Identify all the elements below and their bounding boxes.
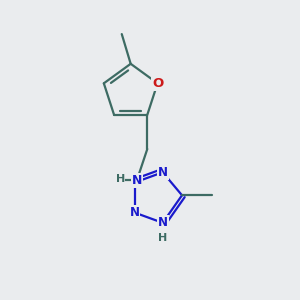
Text: H: H <box>158 233 167 243</box>
Text: N: N <box>158 166 168 179</box>
Text: N: N <box>158 216 168 229</box>
Text: N: N <box>130 206 140 219</box>
Text: H: H <box>116 174 125 184</box>
Text: N: N <box>132 174 142 187</box>
Text: O: O <box>152 77 163 90</box>
